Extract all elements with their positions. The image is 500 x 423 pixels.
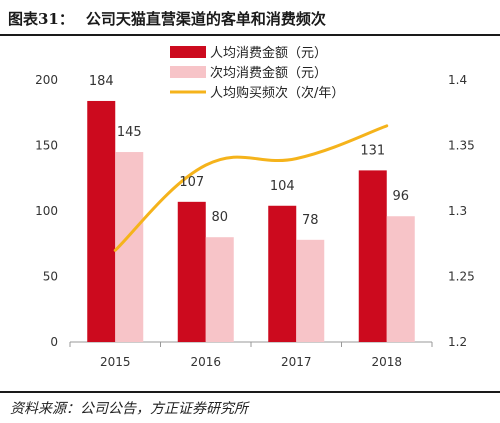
legend-swatch-series-1 [170, 46, 206, 58]
chart-legend: 人均消费金额（元） 次均消费金额（元） 人均购买频次（次/年） [170, 45, 344, 101]
legend-label-series-3: 人均购买频次（次/年） [210, 85, 344, 101]
bar-series-1 [358, 170, 387, 342]
y-left-tick-label: 100 [35, 204, 58, 218]
data-label-series-2: 145 [117, 125, 142, 140]
source-note: 资料来源：公司公告，方正证券研究所 [10, 401, 248, 417]
y-right-tick-label: 1.35 [448, 139, 475, 153]
y-right-tick-label: 1.2 [448, 335, 467, 349]
data-label-series-2: 78 [302, 213, 319, 228]
figure-number: 图表31： [8, 10, 74, 28]
data-label-series-2: 96 [392, 189, 409, 204]
legend-label-series-1: 人均消费金额（元） [210, 45, 327, 61]
data-label-series-1: 107 [179, 175, 204, 190]
bar-series-2 [296, 239, 325, 342]
figure-title: 图表31： 公司天猫直营渠道的客单和消费频次 [8, 6, 492, 32]
data-label-series-1: 104 [270, 179, 295, 194]
bar-series-1 [87, 100, 116, 343]
y-left-tick-label: 50 [43, 270, 58, 284]
x-tick-label: 2016 [190, 355, 221, 369]
bottom-rule [0, 391, 500, 393]
bar-series-2 [386, 216, 415, 342]
chart: 0 50 100 150 200 1.2 1.25 1.3 1.35 1.4 2015 2016 201… [35, 45, 475, 369]
y-left-tick-label: 150 [35, 139, 58, 153]
top-rule [0, 34, 500, 36]
y-left-tick-label: 0 [50, 335, 58, 349]
figure-title-text: 公司天猫直营渠道的客单和消费频次 [85, 10, 326, 28]
chart-line [113, 124, 389, 252]
bar-series-2 [205, 237, 234, 342]
x-tick-label: 2017 [281, 355, 312, 369]
y-right-tick-label: 1.25 [448, 270, 475, 284]
bar-series-1 [177, 201, 206, 342]
chart-axes: 0 50 100 150 200 1.2 1.25 1.3 1.35 1.4 2015 2016 201… [35, 73, 475, 369]
y-right-tick-label: 1.3 [448, 204, 467, 218]
x-tick-label: 2018 [371, 355, 402, 369]
legend-swatch-series-2 [170, 66, 206, 78]
line-series-3 [113, 124, 389, 252]
chart-bars [87, 100, 415, 343]
data-label-series-2: 80 [211, 210, 228, 225]
y-right-tick-label: 1.4 [448, 73, 467, 87]
bar-series-1 [268, 205, 297, 342]
legend-label-series-2: 次均消费金额（元） [210, 65, 327, 81]
x-tick-label: 2015 [100, 355, 131, 369]
chart-data-labels: 184 145 107 80 104 78 131 96 [89, 74, 409, 228]
y-left-tick-label: 200 [35, 73, 58, 87]
data-label-series-1: 184 [89, 74, 114, 89]
data-label-series-1: 131 [360, 143, 385, 158]
